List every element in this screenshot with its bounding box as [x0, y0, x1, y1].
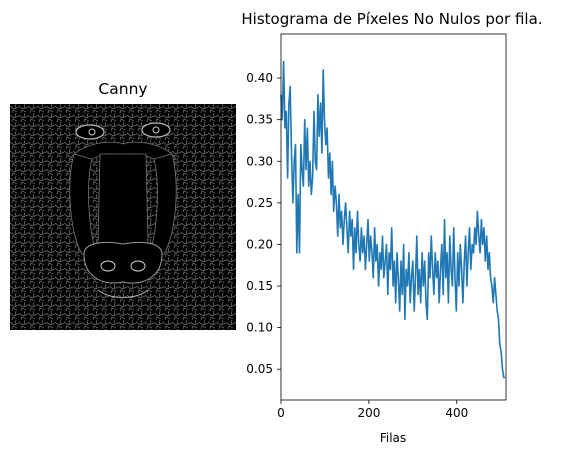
plot-area: [280, 33, 507, 401]
y-tick-label: 0.05: [246, 362, 273, 376]
x-tick-label: 200: [357, 406, 380, 420]
canny-edge-image: [10, 104, 236, 330]
y-tick-label: 0.35: [246, 113, 273, 127]
y-tick-label: 0.25: [246, 196, 273, 210]
y-tick-label: 0.30: [246, 154, 273, 168]
y-tick-label: 0.40: [246, 71, 273, 85]
canny-edge-drawing: [10, 104, 236, 330]
x-axis-label: Filas: [380, 431, 406, 445]
y-axis: 0.05 0.10 0.15 0.20 0.25 0.30 0.35 0.40: [246, 71, 281, 376]
canny-panel-title: Canny: [98, 80, 148, 98]
chart-title: Histograma de Píxeles No Nulos por fila.: [241, 10, 542, 28]
x-tick-label: 0: [277, 406, 285, 420]
series-line-1: [280, 60, 506, 379]
x-axis: 0 200 400: [277, 400, 468, 420]
y-tick-label: 0.15: [246, 279, 273, 293]
axes-frame: [280, 33, 507, 401]
y-tick-label: 0.10: [246, 321, 273, 335]
y-tick-label: 0.20: [246, 237, 273, 251]
x-tick-label: 400: [445, 406, 468, 420]
